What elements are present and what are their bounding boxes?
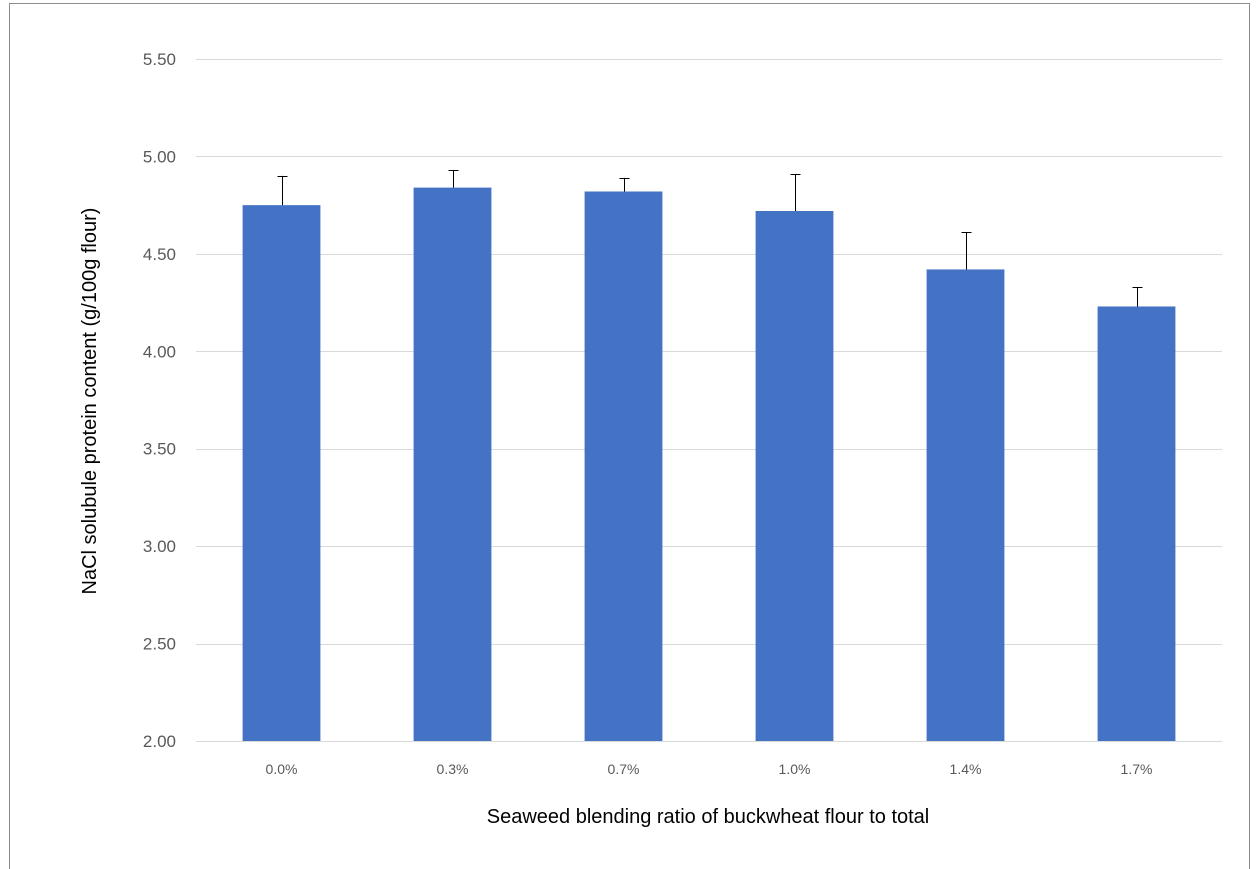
x-tick-label: 0.7% [608,761,640,777]
y-tick-label: 2.50 [143,635,176,654]
x-tick-label: 0.3% [437,761,469,777]
bar [584,191,663,741]
y-tick-label: 5.00 [143,147,176,166]
x-axis-ticks: 0.0% 0.3% 0.7% 1.0% 1.4% 1.7% [266,761,1153,777]
x-tick-label: 1.7% [1121,761,1153,777]
y-tick-label: 3.50 [143,440,176,459]
error-bars [277,170,1143,307]
y-tick-label: 3.00 [143,537,176,556]
bars [242,187,1176,742]
x-tick-label: 1.4% [950,761,982,777]
y-axis-ticks: 2.00 2.50 3.00 3.50 4.00 4.50 5.00 5.50 [143,50,176,751]
bar [755,210,834,741]
y-tick-label: 4.50 [143,245,176,264]
y-tick-label: 2.00 [143,732,176,751]
y-tick-label: 5.50 [143,50,176,69]
x-axis-title: Seaweed blending ratio of buckwheat flou… [487,806,930,828]
gridlines [196,59,1222,742]
bar [1097,306,1176,741]
y-axis-title: NaCl solubule protein content (g/100g fl… [79,208,101,595]
bar [242,205,321,742]
bar [926,269,1005,741]
y-tick-label: 4.00 [143,342,176,361]
bar [413,187,492,741]
x-tick-label: 0.0% [266,761,298,777]
x-tick-label: 1.0% [779,761,811,777]
